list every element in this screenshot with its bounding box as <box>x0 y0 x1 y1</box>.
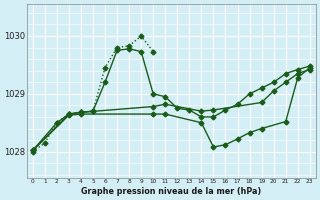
X-axis label: Graphe pression niveau de la mer (hPa): Graphe pression niveau de la mer (hPa) <box>81 187 261 196</box>
